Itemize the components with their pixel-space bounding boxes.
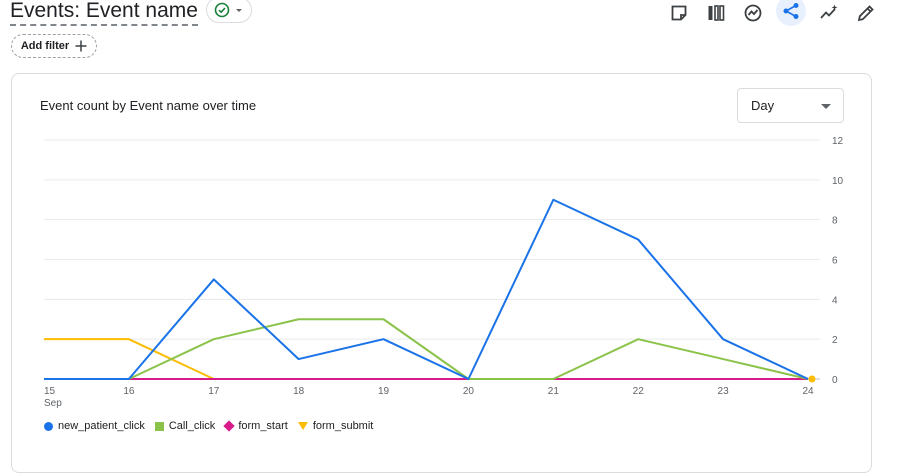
edit-pencil-icon[interactable]: [852, 0, 880, 26]
series-line-Call_click: [44, 318, 809, 380]
caret-down-icon: [235, 9, 242, 12]
compare-columns-icon[interactable]: [702, 0, 730, 26]
x-tick-label: 24: [802, 386, 814, 397]
add-filter-button[interactable]: Add filter: [11, 34, 97, 58]
x-tick-label: 21: [548, 386, 560, 397]
chevron-down-icon: [821, 104, 831, 109]
y-tick-label: 2: [832, 335, 838, 346]
toolbar: [665, 0, 880, 26]
status-dropdown[interactable]: [205, 0, 252, 23]
x-tick-label: 15: [44, 386, 56, 397]
plus-icon: [75, 40, 87, 52]
legend-item[interactable]: form_start: [223, 420, 288, 432]
title-row: Events: Event name: [10, 0, 252, 28]
chart-legend: new_patient_click Call_click form_start for…: [44, 420, 373, 432]
y-tick-label: 0: [832, 375, 838, 386]
legend-label: new_patient_click: [58, 420, 145, 432]
add-filter-label: Add filter: [20, 40, 70, 52]
page-title[interactable]: Events: Event name: [10, 0, 198, 26]
legend-label: form_start: [238, 420, 288, 432]
x-tick-label: 16: [123, 386, 135, 397]
x-tick-label: 18: [293, 386, 305, 397]
share-icon[interactable]: [776, 0, 806, 26]
x-tick-label: 23: [718, 386, 730, 397]
legend-swatch-triangle: [297, 422, 308, 430]
y-tick-label: 8: [832, 216, 838, 227]
x-tick-label: 22: [633, 386, 645, 397]
insights-icon[interactable]: [739, 0, 767, 26]
sticky-note-icon[interactable]: [665, 0, 693, 26]
legend-swatch-circle: [44, 421, 53, 431]
x-tick-label: 17: [208, 386, 220, 397]
legend-swatch-diamond: [223, 420, 235, 432]
legend-item[interactable]: Call_click: [154, 420, 216, 432]
y-tick-label: 4: [832, 295, 838, 306]
legend-item[interactable]: form_submit: [297, 420, 374, 432]
y-tick-label: 12: [832, 136, 844, 147]
x-tick-label: 19: [378, 386, 390, 397]
y-tick-label: 6: [832, 256, 838, 267]
chart-card: Event count by Event name over time Day …: [11, 73, 872, 473]
chart-title: Event count by Event name over time: [40, 98, 257, 113]
legend-swatch-square: [154, 421, 164, 431]
check-circle-icon: [214, 2, 230, 18]
legend-item[interactable]: new_patient_click: [44, 420, 145, 432]
period-select-value: Day: [751, 98, 775, 113]
y-tick-label: 10: [832, 176, 844, 187]
x-tick-label: 20: [463, 386, 475, 397]
series-line-new_patient_click: [44, 198, 809, 380]
legend-label: form_submit: [312, 420, 374, 432]
sparkle-trend-icon[interactable]: [815, 0, 843, 26]
x-tick-sublabel: Sep: [44, 398, 62, 409]
series-end-marker: [808, 375, 816, 383]
legend-label: Call_click: [168, 420, 216, 432]
period-select[interactable]: Day: [737, 88, 844, 123]
